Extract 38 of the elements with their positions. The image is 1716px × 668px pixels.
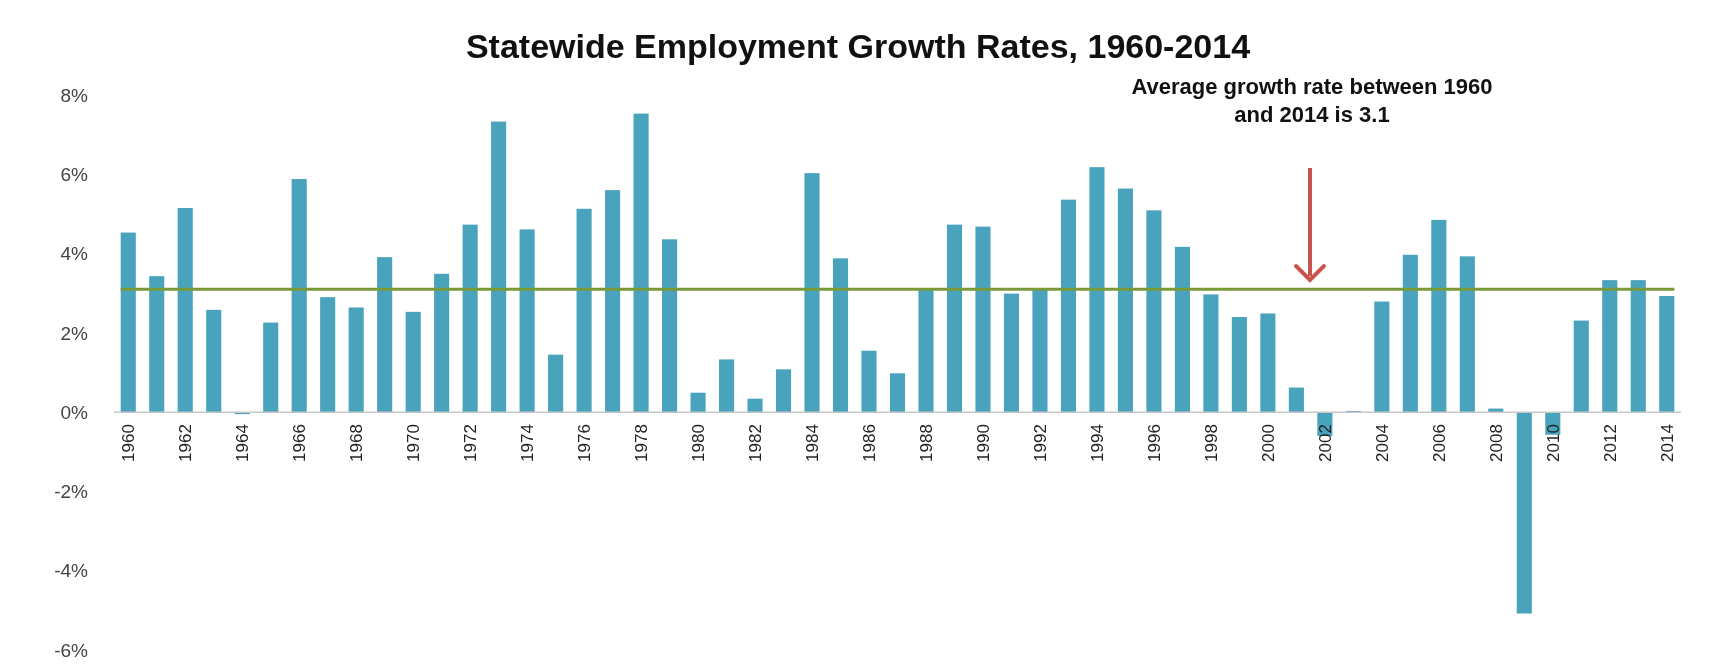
- x-tick-label: 1966: [290, 424, 310, 462]
- x-tick-label: 1982: [746, 424, 765, 462]
- x-tick-label: 2008: [1486, 424, 1506, 462]
- x-tick-label: 1992: [1030, 424, 1050, 462]
- x-tick-label: 2000: [1258, 424, 1278, 462]
- x-tick-label: 1994: [1087, 424, 1107, 462]
- y-tick-label: 0%: [60, 401, 89, 423]
- y-tick-label: 6%: [60, 163, 89, 185]
- x-tick-label: 1968: [347, 424, 367, 462]
- x-tick-label: 1978: [632, 424, 652, 462]
- y-tick-label: 8%: [60, 84, 89, 106]
- y-tick-label: -6%: [54, 639, 89, 661]
- x-tick-label: 2012: [1600, 424, 1620, 462]
- x-tick-label: 1970: [404, 424, 424, 462]
- x-tick-label: 1990: [973, 424, 993, 462]
- x-tick-label: 1960: [119, 424, 139, 462]
- x-tick-label: 1986: [859, 424, 879, 462]
- annotation: Average growth rate between 1960 and 2014 is 3.1: [1131, 74, 1493, 127]
- chart-title: Statewide Employment Growth Rates, 1960-2014: [465, 27, 1251, 65]
- y-tick-label: -4%: [54, 560, 89, 582]
- x-tick-label: 2014: [1657, 424, 1677, 462]
- x-tick-label: 1984: [802, 424, 822, 462]
- x-tick-label: 1998: [1201, 424, 1221, 462]
- x-tick-label: 1996: [1144, 424, 1164, 462]
- x-tick-label: 2006: [1429, 424, 1449, 462]
- x-tick-label: 1980: [689, 424, 709, 462]
- x-tick-label: 2010: [1543, 424, 1563, 462]
- x-tick-label: 1964: [233, 424, 253, 462]
- x-tick-label: 1962: [176, 424, 196, 462]
- x-tick-label: 2002: [1315, 424, 1335, 462]
- y-tick-label: 2%: [60, 322, 89, 344]
- x-tick-label: 1974: [518, 424, 538, 462]
- x-tick-label: 1972: [461, 424, 481, 462]
- x-tick-label: 1988: [916, 424, 936, 462]
- x-tick-label: 1976: [575, 424, 595, 462]
- y-tick-label: -2%: [54, 481, 89, 503]
- x-tick-label: 2004: [1372, 424, 1392, 462]
- y-tick-label: 4%: [60, 243, 89, 265]
